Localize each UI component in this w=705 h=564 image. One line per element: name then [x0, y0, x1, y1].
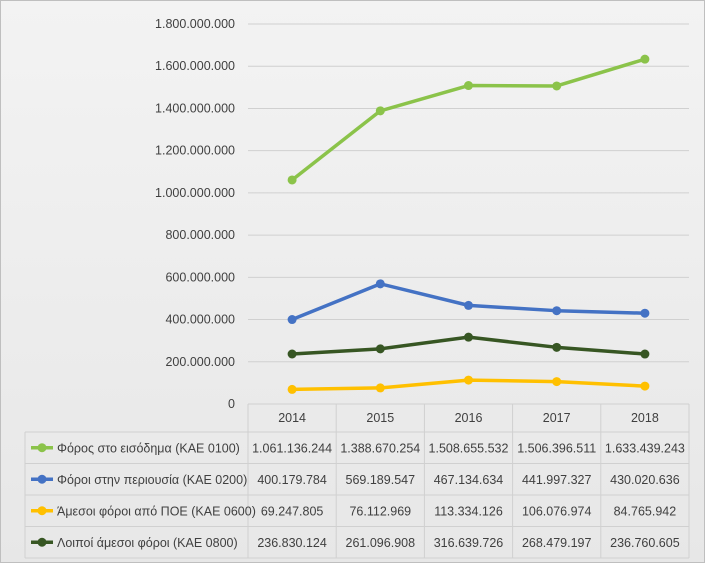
- data-table-value: 1.506.396.511: [517, 441, 596, 455]
- data-point-marker: [640, 349, 650, 359]
- y-tick-label: 200.000.000: [165, 355, 235, 369]
- data-point-marker: [552, 342, 562, 352]
- x-category-label: 2017: [543, 411, 571, 425]
- legend-series-name: Φόρος στο εισόδημα (ΚΑΕ 0100): [57, 441, 240, 455]
- y-tick-label: 1.800.000.000: [155, 17, 235, 31]
- data-point-marker: [464, 300, 473, 310]
- data-table-value: 441.997.327: [522, 473, 592, 487]
- data-table-value: 76.112.969: [349, 504, 411, 518]
- legend-key-marker: [37, 443, 47, 453]
- y-tick-label: 800.000.000: [165, 228, 235, 242]
- data-point-marker: [287, 384, 297, 394]
- data-point-marker: [375, 344, 385, 354]
- data-point-marker: [552, 377, 562, 387]
- y-tick-label: 400.000.000: [165, 313, 235, 327]
- data-table-value: 69.247.805: [261, 504, 324, 518]
- data-table-value: 106.076.974: [522, 504, 592, 518]
- data-point-marker: [287, 175, 297, 185]
- data-point-marker: [375, 106, 385, 116]
- data-table-value: 467.134.634: [434, 473, 504, 487]
- data-point-marker: [552, 306, 562, 316]
- y-tick-label: 1.200.000.000: [155, 144, 235, 158]
- data-point-marker: [640, 54, 650, 64]
- data-table-value: 84.765.942: [614, 504, 677, 518]
- data-table-value: 268.479.197: [522, 536, 592, 550]
- data-point-marker: [464, 81, 473, 91]
- x-category-label: 2016: [455, 411, 483, 425]
- data-table-value: 261.096.908: [346, 536, 416, 550]
- data-point-marker: [287, 349, 297, 359]
- data-point-marker: [552, 81, 562, 91]
- legend-key-marker: [37, 474, 47, 484]
- y-tick-label: 1.600.000.000: [155, 59, 235, 73]
- x-category-label: 2018: [631, 411, 659, 425]
- data-point-marker: [640, 381, 650, 391]
- data-point-marker: [375, 279, 385, 289]
- y-tick-label: 1.400.000.000: [155, 101, 235, 115]
- data-point-marker: [375, 383, 385, 393]
- data-table-value: 113.334.126: [434, 504, 503, 518]
- series-line: [290, 57, 647, 182]
- data-point-marker: [640, 308, 650, 318]
- legend-series-name: Άμεσοι φόροι από ΠΟΕ (ΚΑΕ 0600): [57, 504, 256, 518]
- legend-key-marker: [37, 537, 47, 547]
- data-table-value: 1.508.655.532: [429, 441, 509, 455]
- legend-series-name: Φόροι στην περιουσία (ΚΑΕ 0200): [57, 473, 247, 487]
- data-table-value: 400.179.784: [257, 473, 327, 487]
- data-table-value: 236.760.605: [610, 536, 680, 550]
- legend-key-marker: [37, 506, 47, 516]
- data-point-marker: [464, 332, 473, 342]
- y-tick-label: 1.000.000.000: [155, 186, 235, 200]
- data-table-value: 1.061.136.244: [252, 441, 332, 455]
- y-tick-label: 600.000.000: [165, 270, 235, 284]
- data-table-value: 236.830.124: [257, 536, 327, 550]
- data-table-value: 1.633.439.243: [605, 441, 685, 455]
- data-point-marker: [287, 315, 297, 325]
- data-table-value: 569.189.547: [346, 473, 416, 487]
- data-table-value: 316.639.726: [434, 536, 504, 550]
- legend-series-name: Λοιποί άμεσοι φόροι (ΚΑΕ 0800): [57, 536, 238, 550]
- x-category-label: 2015: [366, 411, 394, 425]
- data-table-value: 1.388.670.254: [340, 441, 420, 455]
- x-category-label: 2014: [278, 411, 306, 425]
- data-point-marker: [464, 375, 473, 385]
- y-tick-label: 0: [228, 397, 235, 411]
- data-table-value: 430.020.636: [610, 473, 680, 487]
